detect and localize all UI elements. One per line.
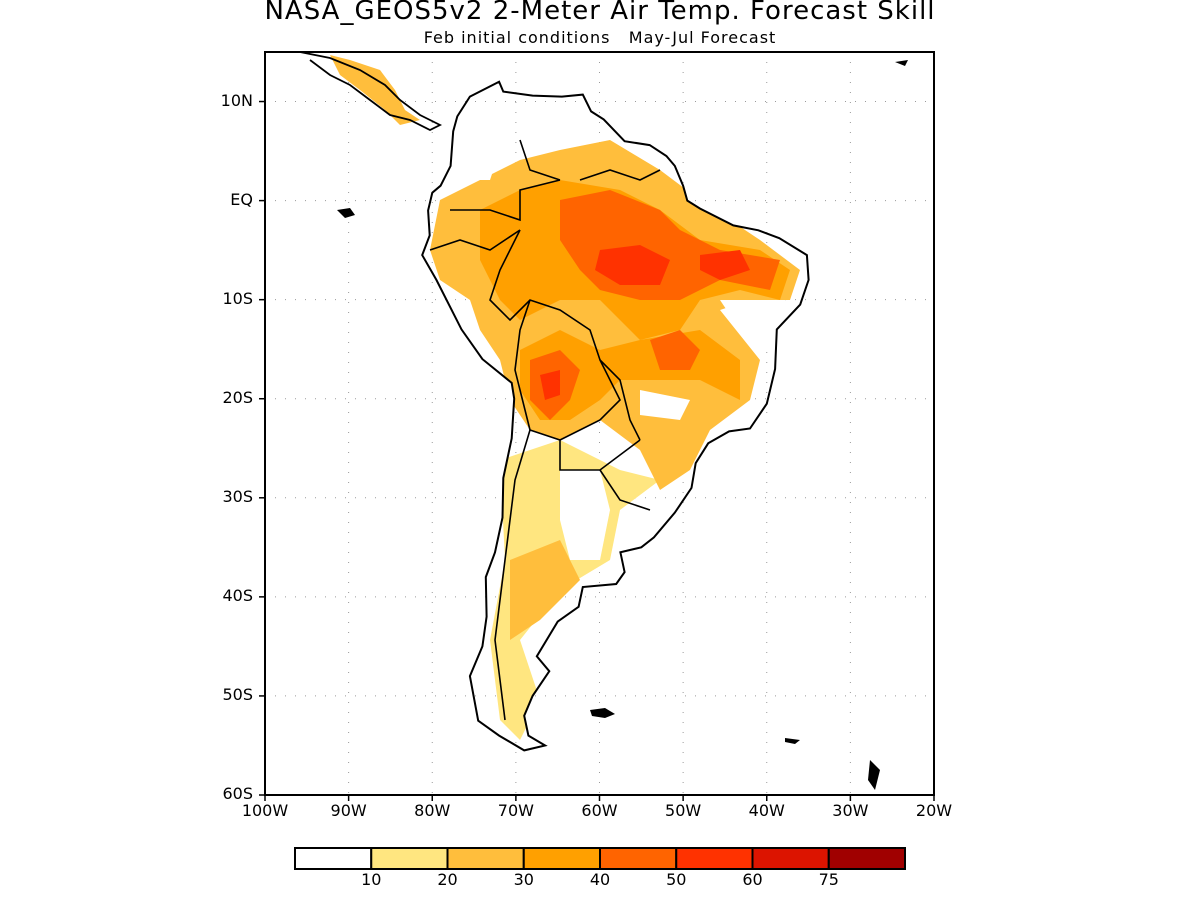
y-tick-label: EQ	[230, 189, 253, 209]
x-tick-label: 100W	[241, 801, 289, 820]
y-tick-label: 50S	[222, 684, 253, 704]
x-tick-label: 70W	[497, 801, 534, 820]
x-tick-label: 90W	[330, 801, 367, 820]
y-tick-label: 10S	[222, 288, 253, 308]
colorbar-swatch	[751, 847, 830, 870]
south-america-coastline	[421, 80, 810, 752]
colorbar-swatch	[675, 847, 754, 870]
x-tick-label: 60W	[581, 801, 618, 820]
colorbar-label: 40	[589, 870, 611, 889]
central-america	[299, 52, 443, 132]
y-tick-label: 60S	[222, 784, 253, 803]
colorbar-label: 50	[666, 870, 687, 889]
country-borders	[429, 139, 661, 721]
y-tick-label: 10N	[220, 90, 253, 110]
map-title: NASA_GEOS5v2 2-Meter Air Temp. Forecast …	[264, 0, 936, 26]
y-tick-label: 40S	[222, 585, 253, 605]
colorbar-swatch	[522, 847, 601, 870]
colorbar-label: 60	[742, 870, 763, 889]
x-tick-label: 50W	[665, 801, 702, 820]
colorbar-label: 10	[361, 870, 382, 889]
colorbar-label: 20	[437, 870, 458, 889]
colorbar-swatch	[370, 847, 449, 870]
colorbar-swatch	[446, 847, 525, 870]
colorbar-swatch	[827, 847, 906, 870]
colorbar-label: 75	[818, 870, 839, 889]
x-tick-label: 40W	[748, 801, 785, 820]
axis-ticks	[259, 100, 935, 801]
y-tick-label: 20S	[222, 387, 253, 407]
x-tick-label: 30W	[832, 801, 869, 820]
colorbar-swatch	[294, 847, 373, 870]
y-tick-label: 30S	[222, 486, 253, 506]
islands	[337, 60, 908, 790]
colorbar-swatch	[599, 847, 678, 870]
x-tick-label: 20W	[915, 801, 953, 820]
colorbar-label: 30	[513, 870, 534, 889]
map-subtitle: Feb initial conditions May-Jul Forecast	[423, 28, 777, 47]
x-tick-label: 80W	[414, 801, 451, 820]
